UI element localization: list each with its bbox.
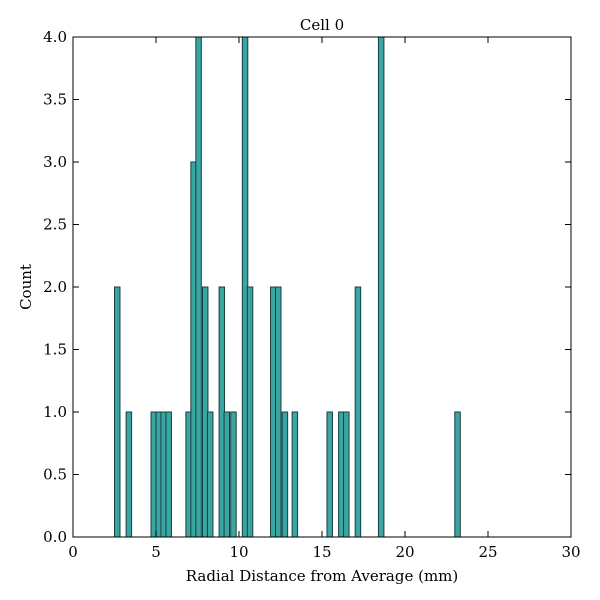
histogram-bar bbox=[114, 286, 121, 538]
plot-frame bbox=[72, 36, 572, 538]
histogram-bar bbox=[195, 36, 202, 538]
histogram-bar bbox=[165, 411, 172, 538]
y-tick-label: 3.5 bbox=[43, 91, 67, 109]
bars-group bbox=[114, 36, 461, 538]
x-tick-label: 0 bbox=[68, 543, 78, 561]
y-tick-label: 0.0 bbox=[43, 528, 67, 546]
y-tick-label: 4.0 bbox=[43, 28, 67, 46]
histogram-bar bbox=[246, 286, 254, 538]
histogram-bar bbox=[326, 411, 333, 538]
y-tick-label: 0.5 bbox=[43, 466, 67, 484]
histogram-bar bbox=[125, 411, 133, 538]
histogram-bar bbox=[275, 286, 282, 538]
histogram-bar bbox=[454, 411, 461, 538]
histogram-bar bbox=[223, 411, 231, 538]
y-axis-label: Count bbox=[17, 264, 35, 310]
histogram-bar bbox=[377, 36, 385, 538]
histogram-bar bbox=[281, 411, 289, 538]
y-axis: 0.0 0.5 1.0 1.5 2.0 2.5 3.0 3.5 4.0 bbox=[43, 28, 571, 546]
histogram-bar bbox=[230, 411, 237, 538]
x-tick-label: 10 bbox=[229, 543, 248, 561]
y-tick-label: 2.0 bbox=[43, 278, 67, 296]
histogram-bar bbox=[343, 411, 350, 538]
y-tick-label: 2.5 bbox=[43, 216, 67, 234]
x-tick-label: 30 bbox=[561, 543, 580, 561]
y-tick-label: 3.0 bbox=[43, 153, 67, 171]
x-tick-label: 25 bbox=[478, 543, 497, 561]
histogram-bar bbox=[206, 411, 214, 538]
histogram-bar bbox=[354, 286, 362, 538]
x-axis: 0 5 10 15 20 25 30 bbox=[68, 37, 581, 561]
chart-title: Cell 0 bbox=[300, 16, 344, 34]
x-tick-label: 15 bbox=[312, 543, 331, 561]
x-tick-label: 5 bbox=[151, 543, 161, 561]
y-tick-label: 1.5 bbox=[43, 341, 67, 359]
y-tick-label: 1.0 bbox=[43, 403, 67, 421]
x-axis-label: Radial Distance from Average (mm) bbox=[186, 567, 459, 585]
histogram-bar bbox=[291, 411, 299, 538]
x-tick-label: 20 bbox=[395, 543, 414, 561]
